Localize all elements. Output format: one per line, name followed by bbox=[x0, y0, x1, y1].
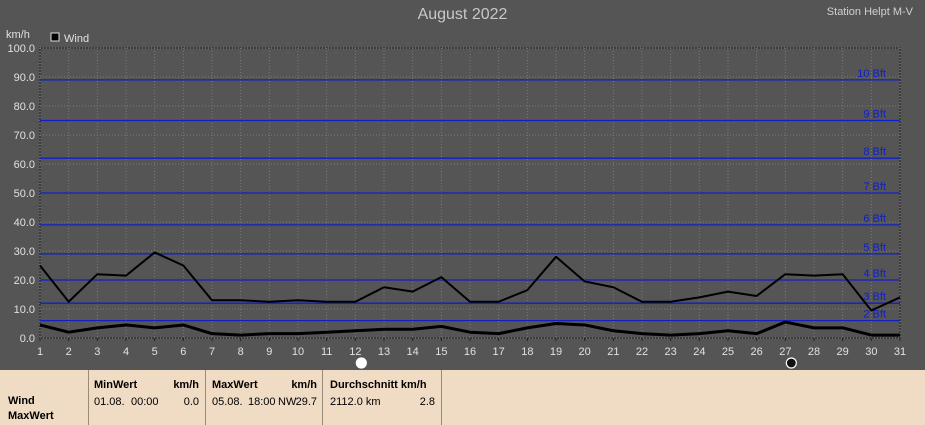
series-line-mean bbox=[39, 320, 900, 337]
y-tick-label: 0.0 bbox=[20, 333, 35, 345]
x-tick-label: 24 bbox=[693, 346, 705, 358]
x-tick-label: 10 bbox=[292, 346, 304, 358]
x-tick-label: 21 bbox=[607, 346, 619, 358]
avg-value: 2.8 bbox=[419, 396, 435, 408]
max-title: MaxWert bbox=[212, 379, 258, 391]
y-tick-label: 90.0 bbox=[14, 72, 35, 84]
y-tick-label: 40.0 bbox=[14, 217, 35, 229]
x-tick-label: 3 bbox=[94, 346, 100, 358]
row-label-maxwert: MaxWert bbox=[8, 410, 54, 422]
y-tick-label: 60.0 bbox=[14, 159, 35, 171]
y-tick-label: 10.0 bbox=[14, 304, 35, 316]
wind-chart: 0.0 10.0 20.0 30.0 40.0 50.0 60.0 70.0 80.0 90.0 1… bbox=[6, 29, 906, 369]
max-direction: NW bbox=[278, 396, 297, 408]
min-column: MinWert km/h 01.08. 00:00 0.0 bbox=[89, 370, 206, 425]
moon-phase-marker bbox=[785, 357, 797, 369]
x-tick-label: 20 bbox=[579, 346, 591, 358]
x-tick-label: 26 bbox=[751, 346, 763, 358]
beaufort-label: 8 Bft bbox=[863, 146, 886, 158]
y-tick-label: 100.0 bbox=[7, 43, 35, 55]
beaufort-label: 9 Bft bbox=[863, 109, 886, 121]
min-date: 01.08. bbox=[94, 396, 125, 408]
series-line-max bbox=[39, 251, 901, 312]
min-title: MinWert bbox=[94, 379, 138, 391]
beaufort-label: 5 Bft bbox=[863, 242, 886, 254]
max-column: MaxWert km/h 05.08. 18:00 NW 29.7 bbox=[206, 370, 323, 425]
x-tick-label: 8 bbox=[238, 346, 244, 358]
x-tick-label: 16 bbox=[464, 346, 476, 358]
x-tick-label: 28 bbox=[808, 346, 820, 358]
beaufort-label: 2 Bft bbox=[863, 309, 886, 321]
x-tick-label: 17 bbox=[493, 346, 505, 358]
y-tick-label: 20.0 bbox=[14, 275, 35, 287]
max-unit: km/h bbox=[291, 379, 317, 391]
row-labels-column: Wind MaxWert bbox=[0, 370, 89, 425]
legend-label: Wind bbox=[64, 33, 89, 45]
chart-title: August 2022 bbox=[417, 6, 508, 23]
x-tick-label: 1 bbox=[37, 346, 43, 358]
x-tick-label: 29 bbox=[837, 346, 849, 358]
y-tick-label: 80.0 bbox=[14, 101, 35, 113]
x-tick-label: 15 bbox=[435, 346, 447, 358]
beaufort-label: 7 Bft bbox=[863, 181, 886, 193]
max-value: 29.7 bbox=[295, 396, 317, 408]
x-tick-label: 13 bbox=[378, 346, 390, 358]
x-tick-label: 9 bbox=[266, 346, 272, 358]
x-tick-label: 2 bbox=[66, 346, 72, 358]
x-tick-label: 14 bbox=[407, 346, 419, 358]
moon-phase-marker bbox=[355, 357, 367, 369]
x-tick-label: 23 bbox=[665, 346, 677, 358]
beaufort-label: 6 Bft bbox=[863, 213, 886, 225]
x-tick-label: 31 bbox=[894, 346, 906, 358]
station-name: Station Helpt M-V bbox=[826, 6, 913, 18]
y-axis-label: km/h bbox=[6, 29, 30, 41]
beaufort-label: 4 Bft bbox=[863, 268, 886, 280]
row-label-wind: Wind bbox=[8, 395, 35, 407]
x-tick-label: 19 bbox=[550, 346, 562, 358]
x-tick-label: 12 bbox=[349, 346, 361, 358]
x-tick-label: 18 bbox=[521, 346, 533, 358]
stats-footer: Wind MaxWert MinWert km/h 01.08. 00:00 0… bbox=[0, 370, 925, 425]
x-tick-label: 7 bbox=[209, 346, 215, 358]
max-time: 18:00 bbox=[248, 396, 276, 408]
beaufort-label: 3 Bft bbox=[863, 291, 886, 303]
y-tick-label: 70.0 bbox=[14, 130, 35, 142]
min-value: 0.0 bbox=[183, 396, 199, 408]
x-tick-label: 4 bbox=[123, 346, 129, 358]
x-tick-label: 22 bbox=[636, 346, 648, 358]
avg-distance: 2112.0 km bbox=[330, 396, 381, 408]
x-tick-label: 6 bbox=[180, 346, 186, 358]
min-time: 00:00 bbox=[131, 396, 159, 408]
y-tick-label: 50.0 bbox=[14, 188, 35, 200]
max-date: 05.08. bbox=[212, 396, 243, 408]
x-tick-label: 25 bbox=[722, 346, 734, 358]
min-unit: km/h bbox=[173, 379, 199, 391]
x-tick-label: 30 bbox=[865, 346, 877, 358]
y-tick-label: 30.0 bbox=[14, 246, 35, 258]
avg-title: Durchschnitt km/h bbox=[330, 379, 427, 391]
x-tick-label: 27 bbox=[779, 346, 791, 358]
beaufort-label: 10 Bft bbox=[857, 68, 886, 80]
x-tick-label: 11 bbox=[321, 346, 332, 358]
avg-column: Durchschnitt km/h 2112.0 km 2.8 bbox=[323, 370, 442, 425]
x-tick-label: 5 bbox=[152, 346, 158, 358]
legend-swatch bbox=[50, 32, 60, 42]
